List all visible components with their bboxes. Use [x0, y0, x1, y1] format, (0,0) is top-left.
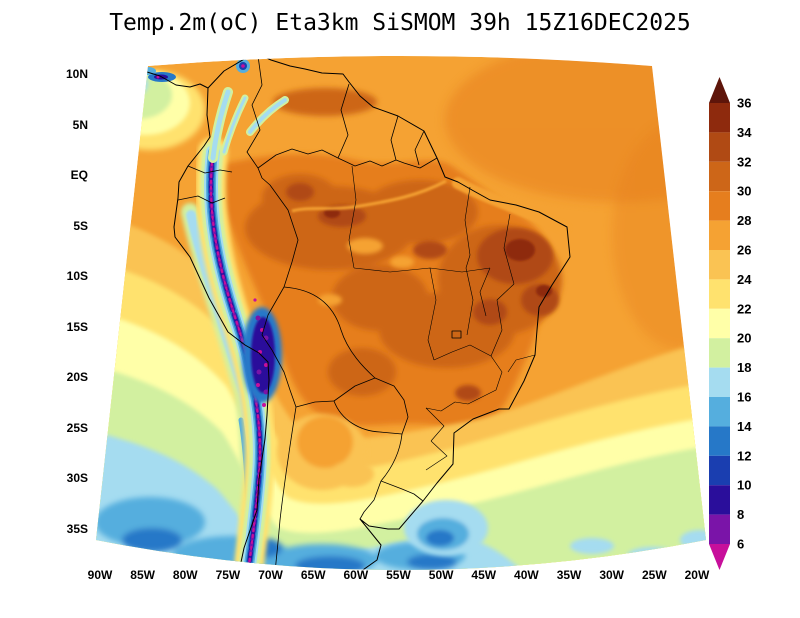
colorbar-label: 14	[737, 419, 752, 434]
lon-label: 80W	[172, 568, 198, 582]
coastline-path	[173, 56, 571, 570]
colorbar-label: 20	[737, 331, 751, 346]
lat-label: 25S	[66, 420, 88, 435]
colorbar-label: 26	[737, 243, 751, 258]
lon-label: 75W	[215, 568, 241, 582]
lat-label: 10N	[65, 67, 88, 81]
colorbar-segment	[709, 220, 730, 250]
lon-label: 35W	[556, 568, 582, 582]
colorbar-segment	[709, 485, 730, 515]
colorbar-label: 10	[737, 478, 751, 493]
colorbar-label: 36	[737, 96, 751, 111]
lon-label: 40W	[514, 568, 539, 582]
lon-label: 70W	[258, 568, 283, 582]
argentina-warm-pocket	[277, 414, 374, 490]
state-borders	[348, 165, 536, 471]
country-borders	[177, 56, 438, 570]
colorbar-segment	[709, 514, 730, 544]
lat-label: 30S	[66, 471, 88, 486]
lat-label: 35S	[66, 521, 88, 536]
colorbar-label: 12	[737, 448, 751, 463]
amazon-river-streak	[291, 179, 447, 213]
lat-label: 15S	[66, 319, 88, 334]
colorbar-label: 34	[737, 125, 752, 140]
colorbar-segment	[709, 338, 730, 368]
colorbar-segment	[709, 455, 730, 486]
colorbar-segment	[709, 132, 730, 162]
colorbar-segment	[709, 426, 730, 456]
colorbar-label: 24	[737, 272, 752, 287]
lon-label: 50W	[428, 568, 454, 582]
lon-label: 25W	[641, 568, 667, 582]
colorbar-label: 8	[737, 507, 744, 522]
colorbar-segment	[709, 161, 730, 192]
amazon-light-mottles	[318, 238, 414, 306]
lat-label: EQ	[70, 168, 88, 183]
borders	[146, 56, 571, 570]
lat-label: 20S	[66, 370, 88, 385]
colorbar-segment	[709, 279, 730, 309]
colorbar-label: 22	[737, 301, 751, 316]
df-square	[451, 330, 462, 339]
colorbar: 36 34 32 30 28 26 24 22 20 18 16 14 12 10 8 6	[709, 77, 781, 577]
central-america-coast	[146, 71, 209, 89]
colorbar-label: 6	[737, 537, 744, 552]
lon-label: 65W	[300, 568, 326, 582]
colorbar-triangle-top	[709, 77, 730, 103]
colorbar-segment	[709, 103, 730, 133]
lat-label: 5S	[73, 218, 88, 233]
lon-label: 90W	[87, 568, 113, 582]
uruguay-cool-blob	[404, 500, 488, 556]
plot-title: Temp.2m(oC) Eta3km SiSMOM 39h 15Z16DEC20…	[109, 10, 691, 36]
lon-label: 85W	[130, 568, 155, 582]
band-34-36-blobs	[324, 208, 552, 297]
colorbar-label: 32	[737, 154, 751, 169]
colorbar-segment	[709, 397, 730, 427]
colorbar-triangle-bottom	[709, 544, 730, 570]
lon-label: 60W	[343, 568, 369, 582]
lat-label: 10S	[66, 269, 88, 284]
northern-andes-branches	[208, 87, 289, 163]
colorbar-label: 16	[737, 390, 751, 405]
lon-label: 20W	[684, 568, 710, 582]
colorbar-label: 30	[737, 184, 751, 199]
colorbar-segment	[709, 250, 730, 280]
lon-label: 45W	[471, 568, 497, 582]
lon-label: 55W	[386, 568, 411, 582]
colorbar-segment	[709, 367, 730, 397]
colorbar-segment	[709, 191, 730, 221]
colorbar-label: 18	[737, 360, 751, 375]
lat-label: 5N	[72, 117, 88, 132]
lon-label: 30W	[599, 568, 625, 582]
colorbar-label: 28	[737, 213, 751, 228]
colorbar-segment	[709, 308, 730, 339]
